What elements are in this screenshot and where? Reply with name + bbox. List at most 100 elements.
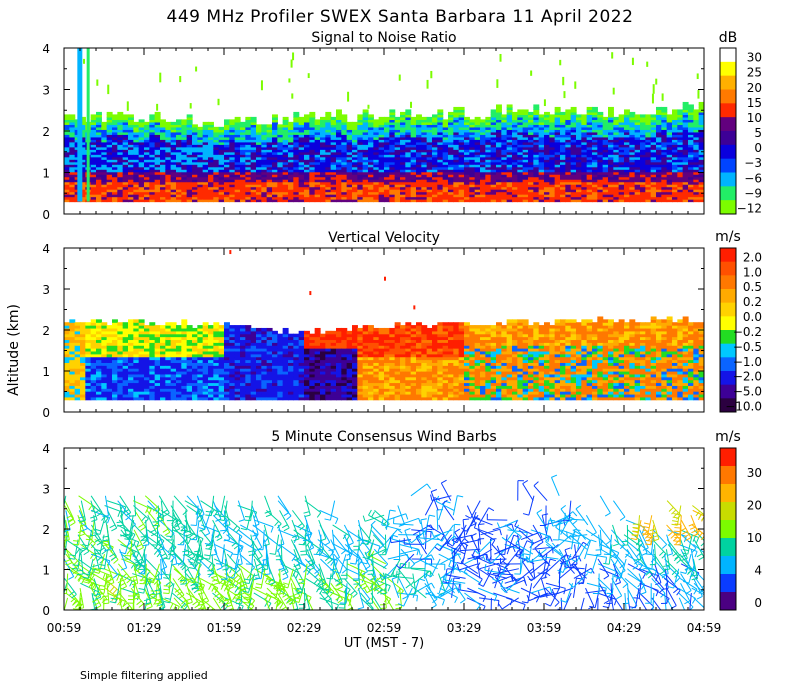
snr-cell — [682, 159, 689, 163]
snr-cell — [661, 134, 668, 138]
snr-cell — [650, 159, 657, 163]
snr-cell — [192, 194, 198, 198]
snr-cell — [490, 166, 497, 170]
snr-cell — [336, 161, 342, 165]
snr-cell — [405, 121, 412, 125]
snr-cell — [677, 154, 684, 158]
snr-cell — [549, 114, 556, 118]
vv-cell — [112, 359, 118, 363]
snr-cell — [293, 199, 300, 203]
snr-cell — [208, 194, 214, 198]
vv-cell — [170, 362, 177, 366]
snr-cell — [165, 136, 172, 140]
snr-cell — [634, 174, 641, 178]
snr-cell — [282, 164, 289, 168]
snr-cell — [421, 156, 428, 160]
vv-cell — [80, 385, 86, 389]
snr-cell — [698, 111, 704, 115]
snr-cell — [512, 191, 518, 195]
snr-cell — [234, 131, 241, 135]
snr-cell — [597, 134, 604, 138]
snr-cell — [373, 119, 380, 123]
snr-cell — [149, 194, 156, 198]
snr-cell — [272, 196, 278, 200]
snr-cell — [336, 189, 342, 193]
snr-cell — [293, 114, 300, 118]
snr-cell — [448, 149, 454, 153]
snr-cell — [400, 166, 406, 170]
snr-cell — [117, 199, 124, 203]
snr-cell — [197, 164, 204, 168]
snr-cell — [106, 199, 113, 203]
vv-cell — [154, 359, 161, 363]
snr-cell — [218, 139, 225, 143]
snr-cell — [640, 154, 646, 158]
snr-cell — [522, 156, 529, 160]
snr-cell — [608, 124, 614, 128]
snr-cell — [325, 146, 332, 150]
snr-cell — [330, 116, 337, 120]
snr-cell — [202, 164, 209, 168]
vv-cell — [96, 356, 102, 361]
vv-cell — [154, 330, 161, 335]
snr-cell — [394, 186, 401, 190]
snr-cell — [330, 131, 337, 135]
snr-cell — [128, 121, 134, 125]
vv-cell — [64, 362, 70, 366]
snr-cell — [416, 159, 422, 163]
snr-cell — [160, 194, 166, 198]
snr-cell — [570, 176, 577, 180]
snr-cell — [309, 199, 316, 203]
snr-cell — [154, 114, 161, 118]
snr-cell — [176, 156, 182, 160]
snr-cell — [693, 169, 700, 173]
snr-cell — [613, 194, 620, 198]
snr-cell — [272, 199, 278, 203]
vv-cell — [96, 368, 102, 372]
snr-cell — [581, 171, 588, 175]
snr-cell — [597, 194, 604, 198]
snr-cell — [341, 141, 348, 145]
snr-cell — [485, 166, 492, 170]
snr-cell — [565, 109, 572, 113]
snr-cell — [272, 156, 278, 160]
snr-cell — [501, 114, 508, 118]
snr-cell — [64, 159, 70, 163]
snr-cell — [549, 146, 556, 150]
vv-cell — [112, 333, 118, 338]
snr-cell — [592, 144, 598, 148]
snr-cell — [565, 151, 572, 155]
vv-cell — [122, 322, 129, 326]
snr-cell — [293, 119, 300, 123]
snr-cell — [138, 184, 145, 188]
snr-cell — [298, 131, 305, 135]
snr-cell — [688, 129, 694, 133]
snr-cell — [629, 191, 636, 195]
snr-cell — [533, 166, 540, 170]
snr-cell — [437, 186, 444, 190]
snr-cell — [469, 126, 476, 130]
snr-cell — [592, 114, 598, 118]
snr-cell — [474, 164, 481, 168]
snr-cell — [256, 186, 262, 190]
snr-cell — [533, 179, 540, 183]
snr-cell — [538, 136, 545, 140]
snr-cell — [512, 116, 518, 120]
snr-cell — [64, 161, 70, 165]
snr-cell — [138, 194, 145, 198]
snr-cell — [112, 129, 118, 133]
snr-cell — [469, 119, 476, 123]
snr-cell — [357, 134, 364, 138]
vv-cell — [122, 376, 129, 381]
snr-cell — [282, 146, 289, 150]
snr-cell — [698, 146, 704, 150]
snr-cell — [554, 184, 561, 188]
snr-cell — [373, 126, 380, 130]
snr-cell — [400, 121, 406, 125]
snr-cell — [208, 191, 214, 195]
vv-cell — [122, 396, 129, 401]
snr-cell — [688, 116, 694, 120]
snr-cell — [208, 131, 214, 135]
snr-cell — [496, 164, 502, 168]
snr-cell — [357, 149, 364, 153]
